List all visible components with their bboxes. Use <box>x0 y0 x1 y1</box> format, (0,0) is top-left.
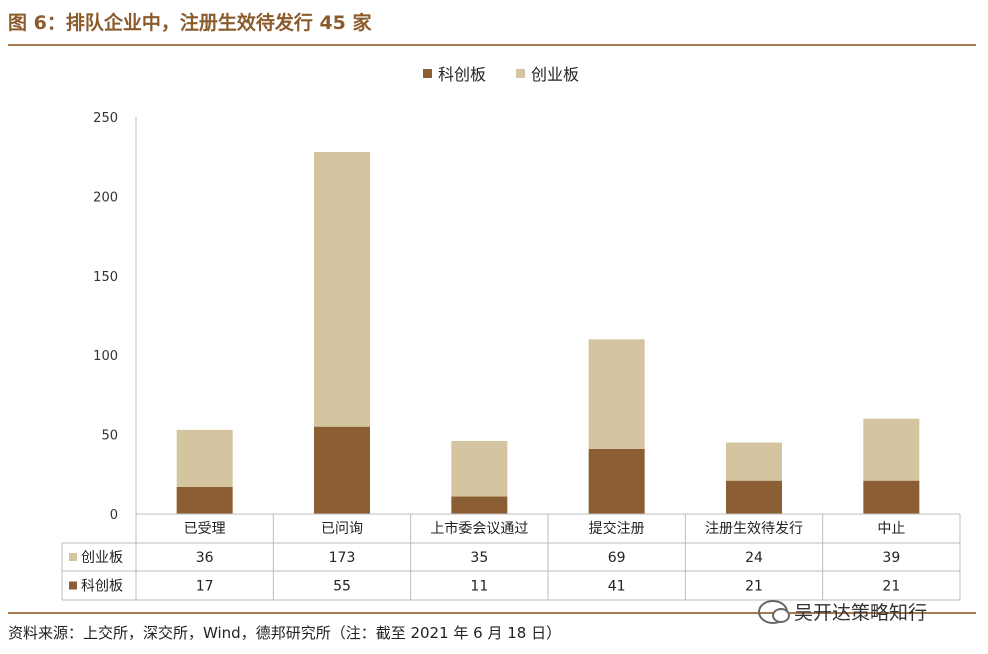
bar-segment <box>588 339 645 449</box>
table-series-label: 创业板 <box>81 550 123 566</box>
data-label: 69 <box>608 550 626 566</box>
table-legend-swatch <box>69 553 77 561</box>
y-tick-label: 150 <box>93 270 118 285</box>
data-label: 21 <box>882 579 900 595</box>
data-label: 41 <box>608 579 626 595</box>
source-note: 资料来源：上交所，深交所，Wind，德邦研究所（注：截至 2021 年 6 月 … <box>8 624 562 642</box>
watermark: 吴开达策略知行 <box>758 598 927 625</box>
figure-title: 图 6：排队企业中，注册生效待发行 45 家 <box>8 12 372 34</box>
legend-swatch <box>423 69 432 78</box>
bar-segment <box>451 440 508 497</box>
y-tick-label: 100 <box>93 349 118 364</box>
legend-entry: 创业板 <box>531 65 579 84</box>
table-series-label: 科创板 <box>81 579 123 595</box>
data-label: 17 <box>196 579 214 595</box>
y-tick-label: 0 <box>110 508 118 523</box>
x-tick-label: 已问询 <box>321 521 363 537</box>
bar-segment <box>314 426 370 514</box>
x-tick-label: 注册生效待发行 <box>705 521 803 537</box>
watermark-text: 吴开达策略知行 <box>794 602 928 624</box>
stacked-bar-chart: 0 50 100 150 200 250 已受理 已问询 上市委会议通过 提交注册 注册生效待发行 中… <box>61 65 961 601</box>
table-legend-swatch <box>69 581 77 590</box>
data-label: 35 <box>470 550 488 566</box>
data-label: 55 <box>333 579 351 595</box>
title-divider <box>8 44 976 46</box>
bar-segment <box>588 448 645 514</box>
legend-swatch <box>516 69 525 78</box>
bar-segment <box>726 442 782 481</box>
y-tick-label: 250 <box>93 111 118 126</box>
x-tick-label: 中止 <box>877 521 905 537</box>
data-label: 21 <box>745 579 763 595</box>
x-tick-label: 上市委会议通过 <box>430 520 528 537</box>
x-tick-label: 提交注册 <box>589 520 645 537</box>
bar-segment <box>863 418 920 481</box>
bar-segment <box>176 487 233 514</box>
data-label: 11 <box>470 579 488 595</box>
bar-segment <box>451 496 508 514</box>
data-label: 36 <box>196 550 214 566</box>
y-tick-label: 50 <box>101 429 118 444</box>
footer-divider <box>8 612 976 614</box>
legend-entry: 科创板 <box>438 65 486 84</box>
bar-segment <box>863 480 920 514</box>
data-label: 173 <box>329 550 356 566</box>
bar-segment <box>726 480 782 514</box>
data-label: 24 <box>745 550 763 566</box>
wechat-icon <box>758 599 790 624</box>
y-tick-label: 200 <box>93 190 118 205</box>
x-tick-label: 已受理 <box>184 521 226 537</box>
bar-segment <box>176 429 233 488</box>
bar-segment <box>314 151 370 427</box>
data-label: 39 <box>882 550 900 566</box>
